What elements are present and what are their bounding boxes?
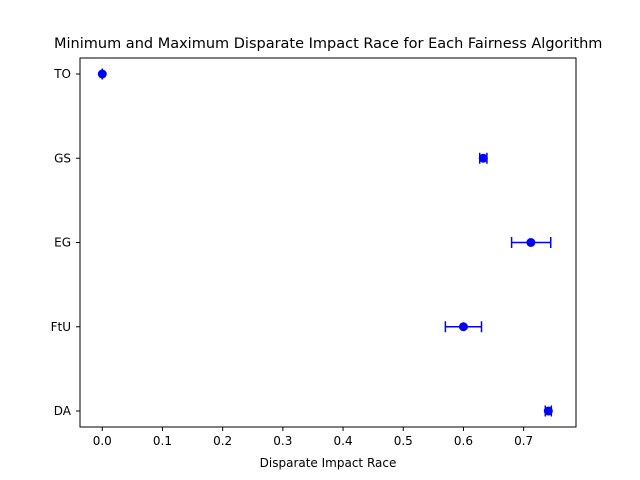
x-tick-label: 0.4 [334, 434, 353, 448]
y-tick-label: TO [53, 67, 71, 81]
y-axis: DA FtU EG GS TO [51, 67, 80, 418]
y-tick-label: DA [54, 404, 72, 418]
x-tick-label: 0.5 [394, 434, 413, 448]
series [97, 68, 553, 417]
x-axis-title: Disparate Impact Race [260, 456, 397, 470]
plot-area [79, 57, 577, 428]
data-point-eg [510, 237, 552, 248]
data-point-ftu [444, 321, 483, 333]
x-axis: 0.0 0.1 0.2 0.3 0.4 0.5 0.6 0.7 [93, 427, 533, 448]
data-point-da [543, 405, 553, 417]
point-marker [526, 238, 536, 247]
point-marker [543, 406, 553, 416]
data-point-gs [478, 152, 488, 164]
chart-title: Minimum and Maximum Disparate Impact Rac… [54, 36, 602, 52]
y-tick-label: EG [54, 236, 71, 250]
data-point-to [97, 68, 107, 80]
x-tick-label: 0.1 [153, 434, 172, 448]
point-marker [458, 322, 468, 332]
y-tick-label: GS [54, 151, 71, 165]
x-tick-label: 0.6 [454, 434, 473, 448]
x-tick-label: 0.2 [213, 434, 232, 448]
x-tick-label: 0.3 [273, 434, 292, 448]
x-tick-label: 0.7 [514, 434, 533, 448]
point-marker [478, 153, 488, 163]
y-tick-label: FtU [51, 320, 71, 334]
x-tick-label: 0.0 [93, 434, 112, 448]
point-marker [97, 69, 107, 79]
